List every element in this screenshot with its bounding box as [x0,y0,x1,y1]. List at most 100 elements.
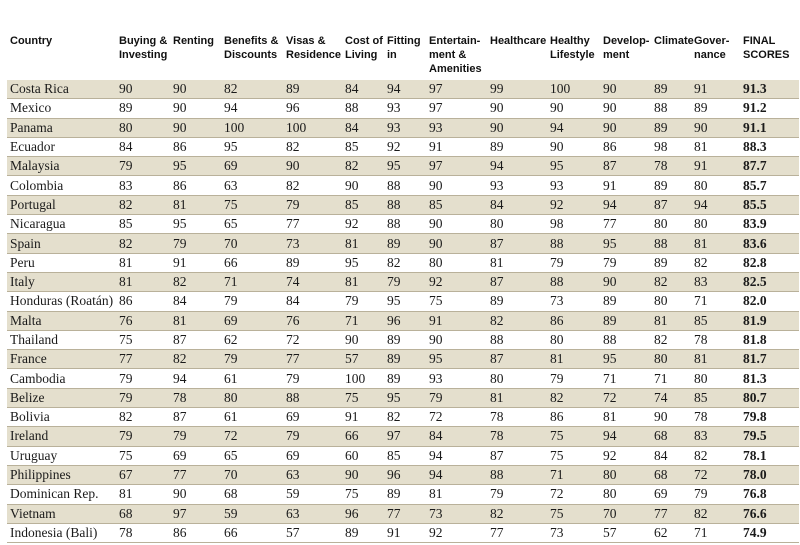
cell-final: 76.6 [740,504,799,524]
cell-renting: 69 [173,447,187,463]
cell-climate: 77 [651,504,691,524]
cell-governance: 82 [694,447,708,463]
cell-cost: 66 [342,426,384,447]
cell-visas: 63 [283,465,342,485]
col-header-benefits: Benefits & Discounts [224,35,279,61]
col-header-renting: Renting [173,35,214,47]
cell-final: 85.7 [743,177,767,193]
country-scores-table: Country Buying & Investing Renting Benefi… [7,34,799,543]
cell-renting: 86 [173,139,187,155]
cell-fitting: 97 [384,426,426,447]
cell-visas: 77 [286,216,300,232]
cell-cost: 75 [345,486,359,502]
cell-governance: 71 [694,524,708,540]
cell-healthy: 98 [550,216,564,232]
cell-governance: 83 [691,426,740,447]
cell-renting: 90 [170,118,221,138]
cell-fitting: 95 [384,388,426,408]
cell-climate: 88 [651,233,691,254]
cell-country: Indonesia (Bali) [10,524,98,540]
cell-healthcare: 94 [487,156,547,176]
cell-healthcare: 99 [487,80,547,99]
cell-final: 91.1 [740,118,799,138]
cell-governance: 83 [691,272,740,292]
cell-final: 81.8 [743,332,767,347]
cell-renting: 82 [170,349,221,369]
cell-fitting: 93 [384,118,426,138]
cell-renting: 79 [170,426,221,447]
cell-entertainment: 75 [429,293,443,309]
table-row: Indonesia (Bali) 78 86 66 57 89 91 92 77 73 57 62 71… [7,523,799,543]
cell-buying: 81 [116,272,170,292]
cell-healthcare: 88 [487,465,547,485]
cell-buying: 79 [116,156,170,176]
cell-climate: 81 [651,311,691,331]
cell-final: 87.7 [740,156,799,176]
cell-renting: 81 [170,195,221,215]
cell-healthcare: 87 [490,447,504,463]
table-row: Mexico 89 90 94 96 88 93 97 90 90 90 88 89 91.2 [7,99,799,119]
cell-renting: 84 [173,293,187,309]
cell-healthcare: 89 [490,139,504,155]
cell-benefits: 70 [221,233,283,254]
cell-governance: 80 [694,177,708,193]
table-row: Malta 76 81 69 76 71 96 91 82 86 89 81 85 81.9 [7,311,799,331]
cell-healthy: 86 [550,409,564,425]
cell-benefits: 61 [224,409,238,425]
cell-fitting: 89 [387,370,401,386]
cell-country: Thailand [10,332,58,347]
table-row: Peru 81 91 66 89 95 82 80 81 79 79 89 82 82.8 [7,253,799,273]
cell-development: 57 [603,524,617,540]
cell-climate: 89 [651,80,691,99]
cell-fitting: 89 [384,233,426,254]
cell-development: 71 [603,370,617,386]
cell-cost: 75 [342,388,384,408]
cell-cost: 79 [345,293,359,309]
cell-development: 70 [600,504,651,524]
cell-renting: 82 [170,272,221,292]
cell-climate: 98 [654,139,668,155]
table-row: Honduras (Roatán) 86 84 79 84 79 95 75 89 73 89 80 7… [7,292,799,312]
cell-buying: 77 [116,349,170,369]
cell-country: Belize [7,388,116,408]
cell-fitting: 93 [387,100,401,116]
cell-healthcare: 78 [490,409,504,425]
cell-buying: 84 [119,139,133,155]
table-row: France 77 82 79 77 57 89 95 87 81 95 80 81 81.7 [7,349,799,369]
cell-development: 90 [600,118,651,138]
cell-climate: 82 [654,332,668,347]
cell-fitting: 88 [387,216,401,232]
cell-development: 80 [600,465,651,485]
cell-governance: 81 [691,233,740,254]
cell-visas: 63 [283,504,342,524]
cell-buying: 82 [116,195,170,215]
cell-governance: 71 [694,293,708,309]
cell-climate: 89 [654,177,668,193]
table-row: Dominican Rep. 81 90 68 59 75 89 81 79 72 80 69 79 76… [7,485,799,505]
cell-climate: 62 [654,524,668,540]
cell-entertainment: 94 [426,465,487,485]
cell-healthcare: 77 [490,524,504,540]
cell-buying: 79 [116,426,170,447]
cell-fitting: 88 [384,195,426,215]
cell-renting: 87 [173,332,187,347]
cell-entertainment: 90 [426,233,487,254]
cell-renting: 77 [170,465,221,485]
cell-visas: 88 [283,388,342,408]
cell-buying: 79 [116,388,170,408]
cell-healthy: 95 [547,156,600,176]
cell-final: 82.0 [743,293,767,309]
cell-final: 88.3 [743,139,767,155]
cell-development: 94 [600,195,651,215]
cell-visas: 79 [283,195,342,215]
cell-buying: 79 [119,370,133,386]
cell-country: Ecuador [10,139,55,155]
cell-buying: 86 [119,293,133,309]
cell-healthy: 73 [550,524,564,540]
cell-development: 92 [603,447,617,463]
table-row: Ecuador 84 86 95 82 85 92 91 89 90 86 98 81 88.3 [7,137,799,157]
cell-entertainment: 85 [426,195,487,215]
cell-visas: 89 [286,254,300,270]
cell-governance: 91 [691,80,740,99]
cell-benefits: 95 [224,139,238,155]
